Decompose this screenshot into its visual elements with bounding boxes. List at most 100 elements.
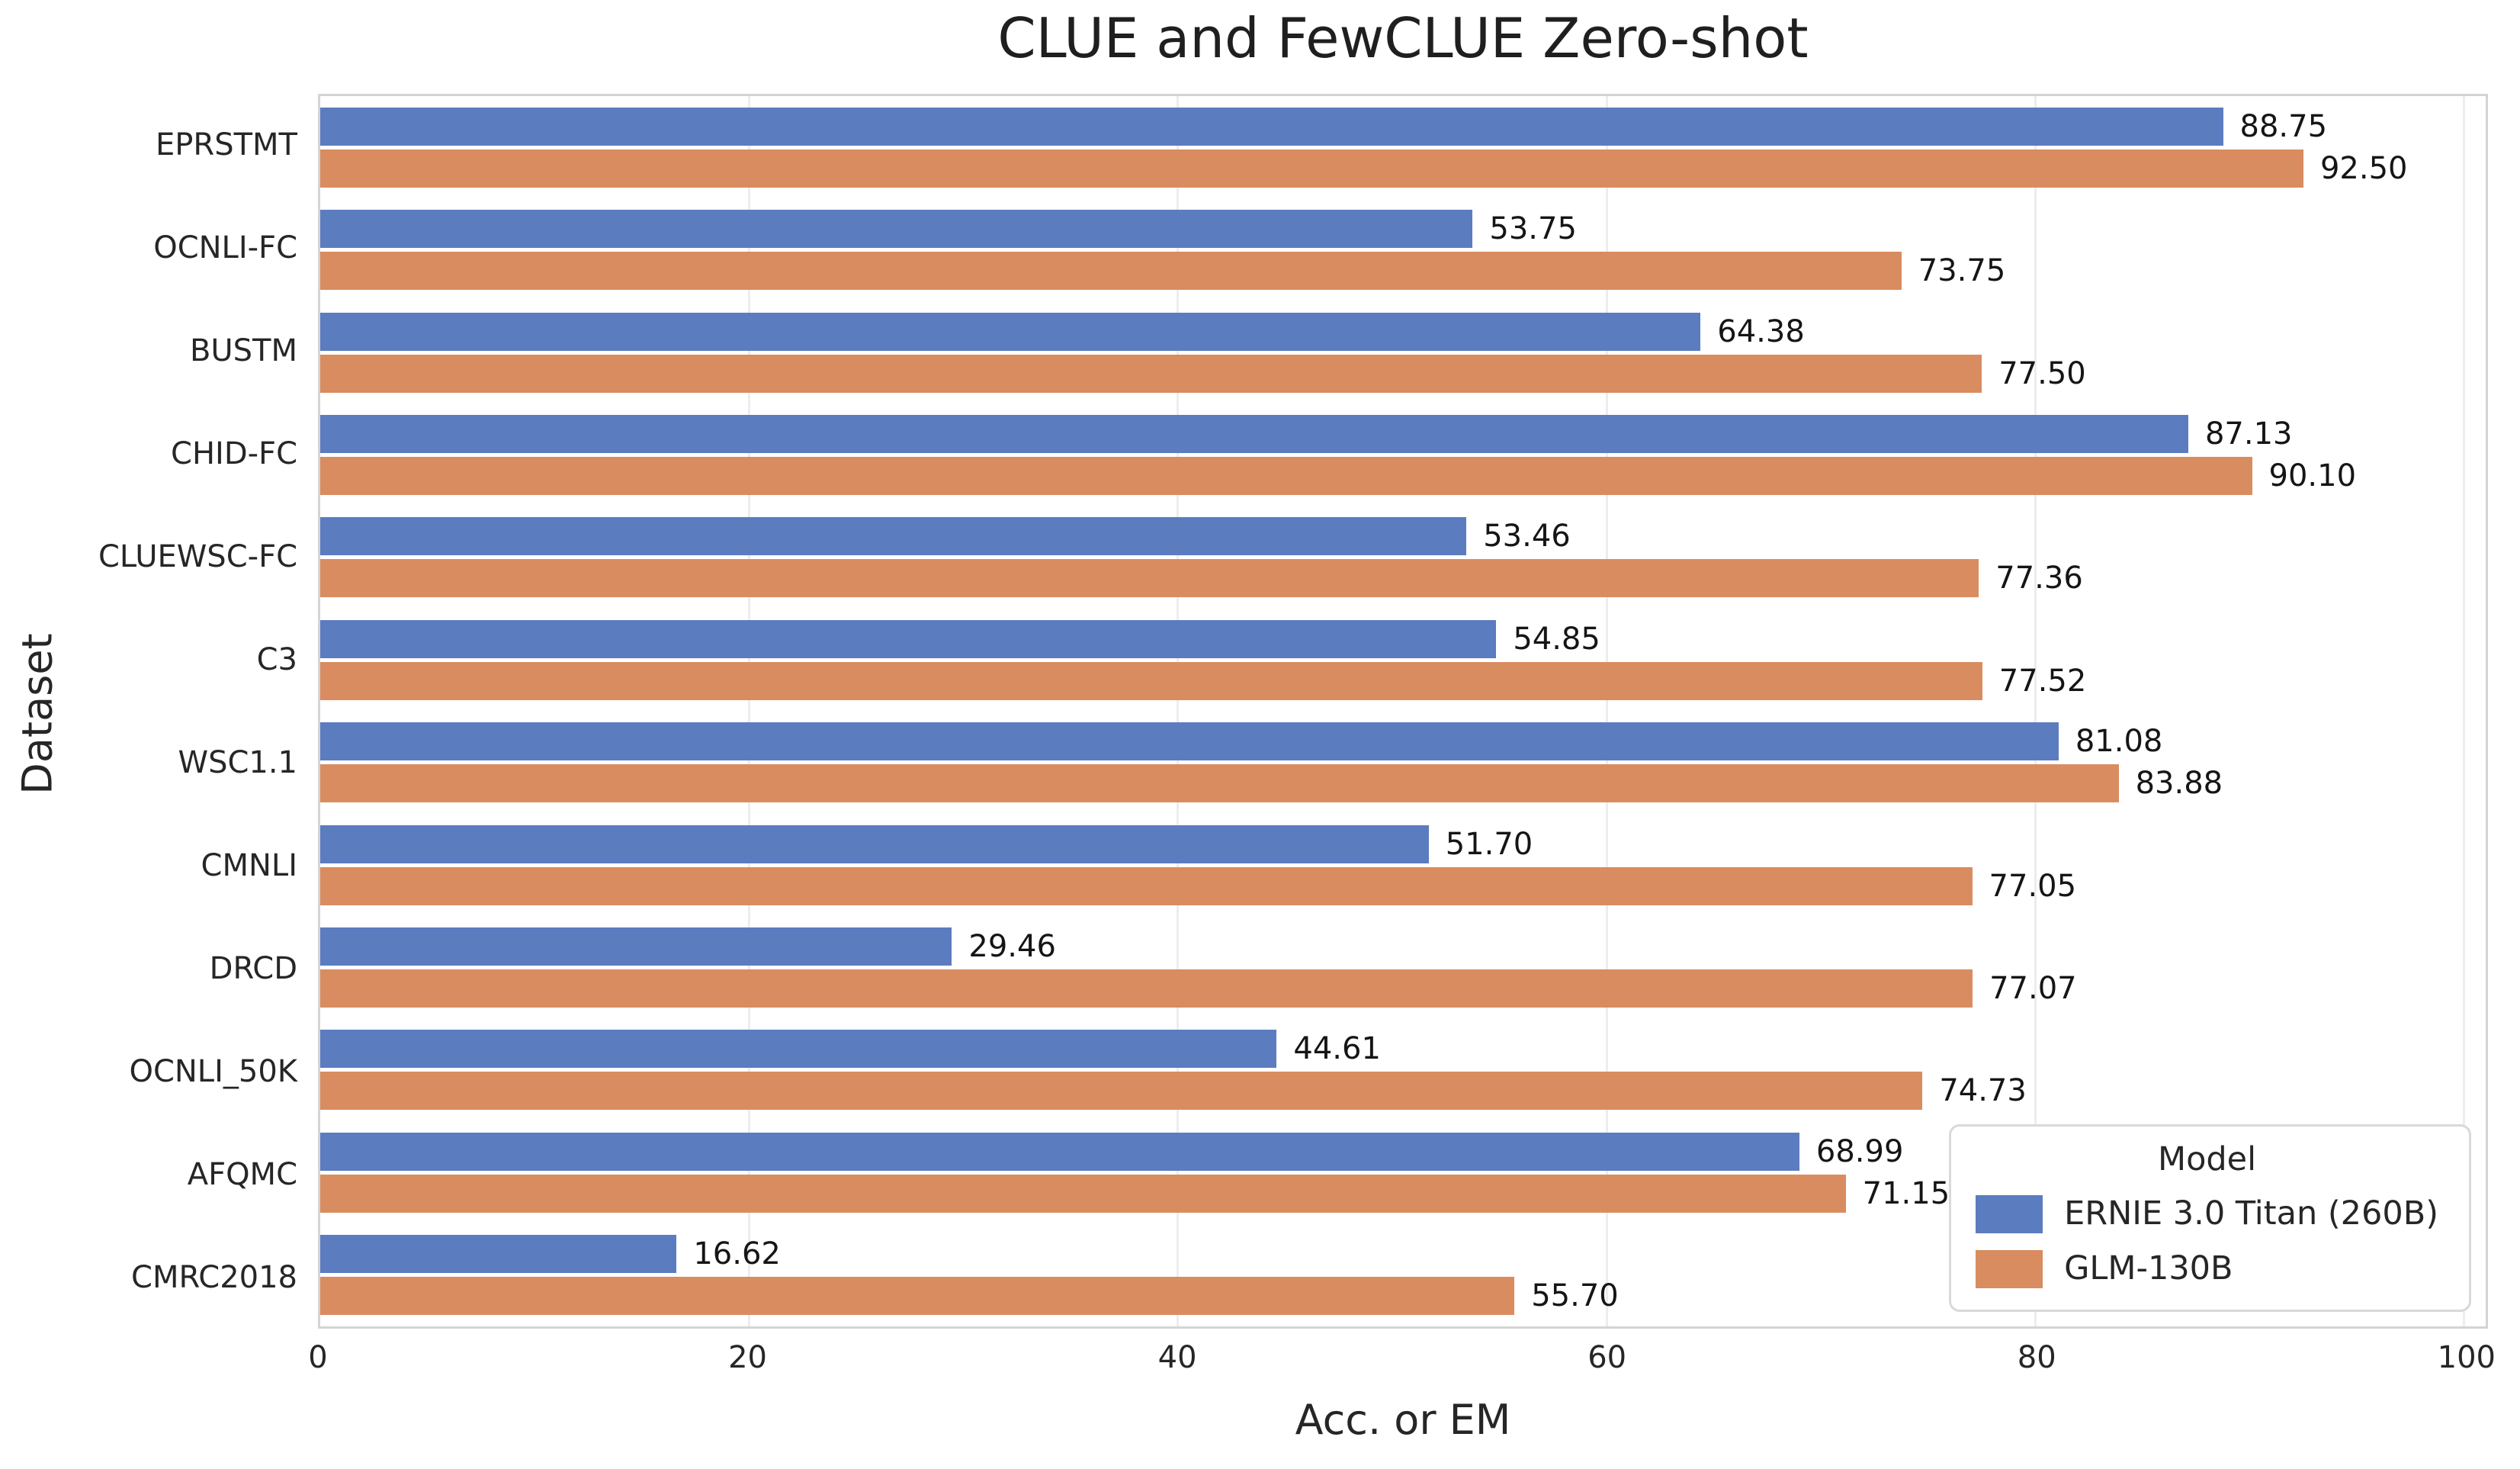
bar-value-label: 55.70 [1531, 1278, 1619, 1314]
bar-row: 87.13 [320, 414, 2486, 453]
bar-value-label: 92.50 [2319, 150, 2408, 186]
bar-CHID-FC-GLM-130B [320, 456, 2252, 495]
bar-CLUEWSC-FC-ERNIE 3.0 Titan (260B) [320, 517, 1467, 556]
gridline-x-80 [2034, 96, 2037, 1326]
bar-value-label: 53.46 [1483, 519, 1571, 554]
bar-OCNLI-FC-GLM-130B [320, 252, 1902, 291]
gridline-x-40 [1177, 96, 1180, 1326]
legend-swatch [1976, 1195, 2043, 1233]
y-tick-label-BUSTM: BUSTM [189, 333, 297, 369]
bar-row: 68.99 [320, 1132, 2486, 1171]
y-tick-label-EPRSTMT: EPRSTMT [156, 127, 297, 163]
bars-layer: 88.75 92.50 53.75 73.75 64.38 77.50 87.13 90.10… [320, 96, 2486, 1326]
x-tick-label-40: 40 [1157, 1340, 1197, 1375]
gridline-x-100 [2463, 96, 2466, 1326]
bar-row: 74.73 [320, 1072, 2486, 1111]
bar-row: 77.36 [320, 559, 2486, 598]
bar-group-EPRSTMT: 88.75 92.50 [320, 96, 2486, 198]
x-tick-label-80: 80 [2017, 1340, 2056, 1375]
bar-CHID-FC-ERNIE 3.0 Titan (260B) [320, 414, 2188, 453]
bar-WSC1.1-ERNIE 3.0 Titan (260B) [320, 722, 2059, 761]
bar-group-OCNLI_50K: 44.61 74.73 [320, 1019, 2486, 1121]
bar-CLUEWSC-FC-GLM-130B [320, 559, 1979, 598]
bar-row: 92.50 [320, 149, 2486, 188]
bar-C3-ERNIE 3.0 Titan (260B) [320, 619, 1497, 658]
bar-row: 71.15 [320, 1174, 2486, 1213]
y-tick-label-WSC1.1: WSC1.1 [178, 744, 297, 780]
bar-WSC1.1-GLM-130B [320, 764, 2119, 803]
legend-title: Model [2157, 1140, 2257, 1178]
bar-row: 90.10 [320, 456, 2486, 495]
bar-group-CHID-FC: 87.13 90.10 [320, 403, 2486, 506]
bar-OCNLI_50K-ERNIE 3.0 Titan (260B) [320, 1030, 1277, 1069]
bar-value-label: 68.99 [1815, 1133, 1904, 1169]
bar-value-label: 77.05 [1989, 868, 2077, 904]
legend-entry-GLM-130B: GLM-130B [1976, 1250, 2438, 1288]
bar-row: 55.70 [320, 1277, 2486, 1316]
plot-area: 88.75 92.50 53.75 73.75 64.38 77.50 87.13 90.10… [318, 94, 2488, 1329]
bar-row: 83.88 [320, 764, 2486, 803]
bar-value-label: 71.15 [1862, 1175, 1950, 1211]
gridline-x-60 [1605, 96, 1608, 1326]
legend-entries: ERNIE 3.0 Titan (260B) GLM-130B [1976, 1195, 2438, 1288]
bar-value-label: 53.75 [1489, 211, 1577, 247]
bar-group-CLUEWSC-FC: 53.46 77.36 [320, 506, 2486, 609]
bar-group-CMNLI: 51.70 77.05 [320, 814, 2486, 916]
chart-title: CLUE and FewCLUE Zero-shot [997, 6, 1809, 70]
bar-value-label: 81.08 [2075, 724, 2163, 760]
bar-OCNLI-FC-ERNIE 3.0 Titan (260B) [320, 210, 1473, 249]
bar-row: 54.85 [320, 619, 2486, 658]
y-tick-label-CHID-FC: CHID-FC [171, 436, 297, 472]
bar-value-label: 77.36 [1995, 561, 2083, 596]
legend-entry-ERNIE 3.0 Titan (260B): ERNIE 3.0 Titan (260B) [1976, 1195, 2438, 1233]
y-tick-label-CLUEWSC-FC: CLUEWSC-FC [98, 539, 297, 575]
bar-EPRSTMT-GLM-130B [320, 149, 2303, 188]
bar-group-WSC1.1: 81.08 83.88 [320, 712, 2486, 814]
bar-row: 77.07 [320, 969, 2486, 1008]
x-tick-label-20: 20 [728, 1340, 768, 1375]
y-tick-label-OCNLI-FC: OCNLI-FC [153, 230, 297, 266]
bar-row: 29.46 [320, 927, 2486, 966]
bar-BUSTM-ERNIE 3.0 Titan (260B) [320, 312, 1701, 351]
bar-group-BUSTM: 64.38 77.50 [320, 301, 2486, 403]
bar-value-label: 83.88 [2135, 766, 2223, 802]
bar-row: 53.75 [320, 210, 2486, 249]
bar-value-label: 29.46 [968, 929, 1056, 965]
bar-group-CMRC2018: 16.62 55.70 [320, 1224, 2486, 1326]
bar-AFQMC-ERNIE 3.0 Titan (260B) [320, 1132, 1799, 1171]
legend-label: ERNIE 3.0 Titan (260B) [2064, 1194, 2438, 1233]
bar-DRCD-ERNIE 3.0 Titan (260B) [320, 927, 952, 966]
bar-row: 16.62 [320, 1235, 2486, 1274]
bar-group-AFQMC: 68.99 71.15 [320, 1121, 2486, 1223]
x-axis-label: Acc. or EM [1295, 1396, 1511, 1444]
bar-row: 53.46 [320, 517, 2486, 556]
x-tick-labels: 0 20 40 60 80 100 [308, 1340, 2496, 1382]
bar-value-label: 16.62 [693, 1236, 781, 1272]
y-tick-label-OCNLI_50K: OCNLI_50K [129, 1053, 297, 1089]
bar-row: 64.38 [320, 312, 2486, 351]
bar-value-label: 44.61 [1293, 1031, 1381, 1067]
bar-value-label: 87.13 [2204, 416, 2293, 452]
bar-OCNLI_50K-GLM-130B [320, 1072, 1923, 1111]
bar-value-label: 74.73 [1939, 1073, 2027, 1109]
bar-row: 44.61 [320, 1030, 2486, 1069]
bar-value-label: 88.75 [2239, 108, 2328, 144]
bar-value-label: 54.85 [1513, 621, 1600, 657]
bar-AFQMC-GLM-130B [320, 1174, 1846, 1213]
bar-DRCD-GLM-130B [320, 969, 1973, 1008]
bar-value-label: 77.07 [1989, 971, 2077, 1007]
bar-group-C3: 54.85 77.52 [320, 609, 2486, 711]
bar-EPRSTMT-ERNIE 3.0 Titan (260B) [320, 107, 2223, 146]
bar-CMRC2018-ERNIE 3.0 Titan (260B) [320, 1235, 677, 1274]
bar-C3-GLM-130B [320, 661, 1982, 700]
bar-value-label: 73.75 [1918, 253, 2006, 289]
bar-value-label: 51.70 [1445, 826, 1533, 862]
bar-group-OCNLI-FC: 53.75 73.75 [320, 198, 2486, 301]
x-tick-label-0: 0 [308, 1340, 328, 1375]
bar-CMNLI-ERNIE 3.0 Titan (260B) [320, 825, 1429, 863]
bar-row: 77.05 [320, 866, 2486, 905]
y-tick-label-AFQMC: AFQMC [187, 1156, 297, 1192]
bar-row: 77.50 [320, 354, 2486, 393]
legend-swatch [1976, 1250, 2043, 1288]
